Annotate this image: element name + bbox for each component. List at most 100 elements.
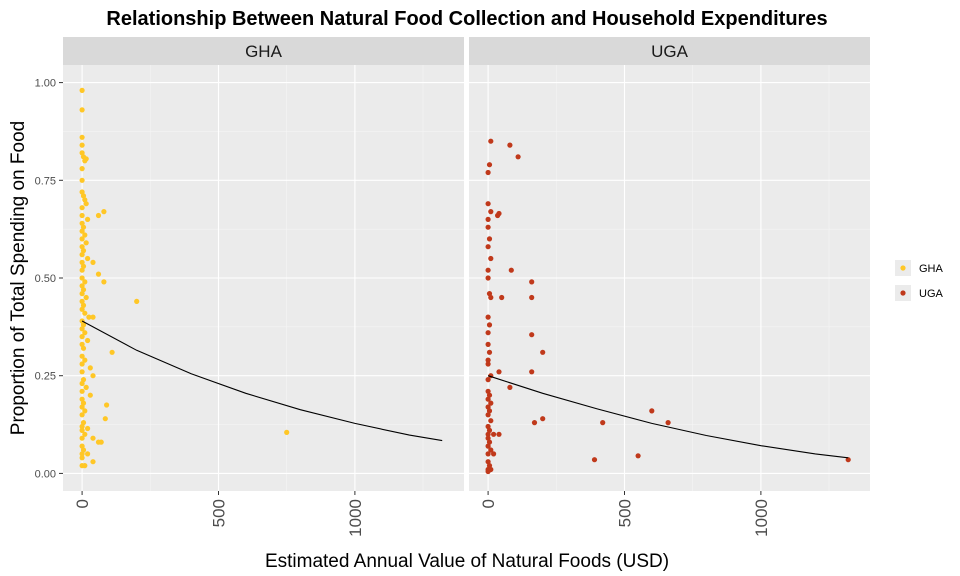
data-point xyxy=(79,283,85,289)
data-point xyxy=(79,177,85,183)
data-point xyxy=(85,337,91,344)
data-point xyxy=(83,156,89,162)
data-point xyxy=(499,294,505,301)
data-point xyxy=(486,236,493,242)
y-tick-label: 1.00 xyxy=(35,78,56,90)
strip-uga xyxy=(469,37,870,65)
trend-line-gha xyxy=(81,320,443,442)
data-point xyxy=(485,201,491,207)
data-point xyxy=(79,166,85,172)
data-point xyxy=(90,373,96,379)
y-axis-ticks: 0.00 0.25 0.50 0.75 1.00 xyxy=(35,78,63,480)
data-point xyxy=(485,216,491,222)
chart-title: Relationship Between Natural Food Collec… xyxy=(106,8,827,30)
data-point xyxy=(79,236,85,242)
data-point xyxy=(491,431,497,437)
data-point xyxy=(79,275,85,281)
data-point xyxy=(508,267,514,273)
data-point xyxy=(486,349,493,355)
data-point xyxy=(635,453,641,459)
data-point xyxy=(79,150,85,156)
data-point xyxy=(485,357,491,363)
strip-gha xyxy=(63,37,464,65)
data-point xyxy=(82,408,88,414)
data-point xyxy=(90,435,96,441)
data-point xyxy=(495,212,501,219)
data-point xyxy=(845,457,851,463)
data-point xyxy=(98,439,104,445)
y-tick-label: 0.75 xyxy=(35,175,56,187)
x-tick-label: 500 xyxy=(616,499,635,527)
data-point xyxy=(540,416,546,422)
data-point xyxy=(485,341,491,347)
data-point xyxy=(80,263,87,269)
data-point xyxy=(488,447,494,453)
x-tick-label: 0 xyxy=(73,499,92,508)
data-point xyxy=(86,314,92,320)
legend-label-uga: UGA xyxy=(919,288,944,300)
data-point xyxy=(85,216,91,222)
data-point xyxy=(95,271,102,277)
data-point xyxy=(79,267,85,273)
data-point xyxy=(488,418,494,424)
data-point xyxy=(79,423,85,430)
data-point xyxy=(83,384,89,390)
data-point xyxy=(485,169,491,176)
legend-label-gha: GHA xyxy=(919,263,944,275)
data-point xyxy=(101,209,107,215)
panel-uga: UGA xyxy=(469,37,870,491)
legend: GHA UGA xyxy=(895,260,944,301)
data-point xyxy=(79,306,85,312)
data-point xyxy=(80,302,87,308)
y-tick-label: 0.00 xyxy=(35,468,56,480)
points-uga xyxy=(485,138,851,475)
data-point xyxy=(665,420,671,426)
data-point xyxy=(79,134,85,140)
data-point xyxy=(85,425,91,432)
data-point xyxy=(134,298,140,304)
data-point xyxy=(109,349,115,355)
data-point xyxy=(102,416,108,422)
data-point xyxy=(82,431,88,437)
data-point xyxy=(79,404,85,410)
data-point xyxy=(284,429,290,435)
data-point xyxy=(507,384,513,390)
data-point xyxy=(80,377,87,383)
data-point xyxy=(591,457,598,463)
data-point xyxy=(491,451,497,457)
data-point xyxy=(80,400,87,406)
data-point xyxy=(485,314,491,320)
legend-key-uga xyxy=(900,290,906,296)
y-tick-label: 0.50 xyxy=(35,273,56,285)
data-point xyxy=(485,361,491,367)
data-point xyxy=(79,455,85,461)
data-point xyxy=(79,380,85,387)
data-point xyxy=(79,87,85,93)
data-point xyxy=(488,138,494,144)
data-point xyxy=(485,244,491,250)
data-point xyxy=(529,279,535,285)
x-tick-label: 1000 xyxy=(752,499,771,537)
x-axis-ticks: 0 500 1000 0 500 1000 xyxy=(73,491,771,537)
data-point xyxy=(531,420,538,426)
data-point xyxy=(79,291,85,297)
data-point xyxy=(83,294,89,301)
data-point xyxy=(485,423,491,430)
data-point xyxy=(486,162,493,168)
data-point xyxy=(79,326,85,332)
data-point xyxy=(649,408,655,414)
data-point xyxy=(95,212,102,219)
x-axis-title: Estimated Annual Value of Natural Foods … xyxy=(265,551,669,572)
data-point xyxy=(79,252,85,258)
data-point xyxy=(485,451,491,457)
data-point xyxy=(485,330,491,336)
data-point xyxy=(80,447,87,453)
data-point xyxy=(485,443,491,449)
data-point xyxy=(486,408,493,414)
data-point xyxy=(540,349,546,355)
data-point xyxy=(79,361,85,367)
data-point xyxy=(80,193,87,199)
data-point xyxy=(80,224,87,230)
data-point xyxy=(82,330,88,336)
